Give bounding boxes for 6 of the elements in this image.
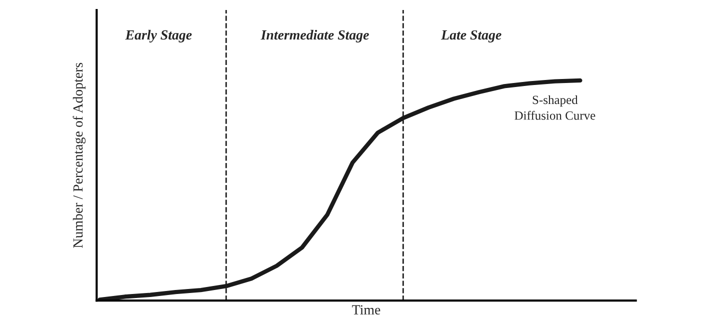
annotation: S-shaped Diffusion Curve: [514, 95, 596, 120]
text: Intermediate Stage: [260, 30, 369, 42]
text: Late Stage: [440, 30, 502, 42]
text: Early Stage: [125, 30, 192, 42]
x-axis-title: Time: [352, 305, 380, 315]
y-axis-title: Number / Percentage of Adopters: [72, 62, 86, 248]
